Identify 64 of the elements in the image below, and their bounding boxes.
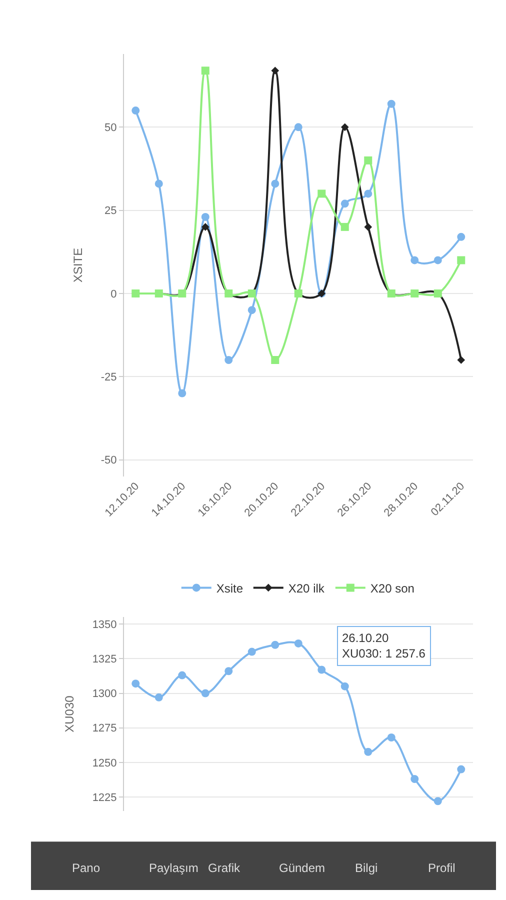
point xyxy=(132,106,140,115)
point xyxy=(224,667,233,676)
point xyxy=(178,671,186,680)
text: Paylaşım xyxy=(149,861,198,875)
point xyxy=(340,222,349,231)
point xyxy=(364,156,372,164)
point xyxy=(410,774,419,783)
point xyxy=(457,356,466,364)
point xyxy=(387,100,396,108)
point xyxy=(387,734,396,742)
point xyxy=(201,223,210,231)
legend-label: X20 ilk xyxy=(288,581,326,596)
point xyxy=(364,223,372,231)
legend-label: Xsite xyxy=(216,581,244,596)
point xyxy=(340,682,349,690)
y-tick-label: 25 xyxy=(104,205,117,218)
text: Profil xyxy=(428,861,456,875)
point xyxy=(457,765,466,774)
legend-label: X20 son xyxy=(370,581,414,596)
y-tick-label: -25 xyxy=(100,371,117,384)
point xyxy=(410,256,419,264)
annotation: 26.10.20 xyxy=(342,631,390,645)
point xyxy=(294,639,302,648)
annotation: XU030: 1 257.6 xyxy=(342,646,426,661)
point xyxy=(364,748,372,756)
point xyxy=(340,200,349,208)
y-axis-title: XU030 xyxy=(62,695,77,732)
point xyxy=(271,66,280,75)
y-tick-label: 1275 xyxy=(92,722,117,735)
point xyxy=(271,640,280,649)
text: Bilgi xyxy=(355,861,378,875)
point xyxy=(340,123,349,132)
point xyxy=(178,389,186,398)
point xyxy=(457,256,466,264)
point xyxy=(224,356,233,364)
y-tick-label: 50 xyxy=(104,122,117,134)
text: Gündem xyxy=(279,861,326,875)
point xyxy=(132,680,140,688)
point xyxy=(364,190,372,198)
point xyxy=(154,180,163,188)
point xyxy=(201,66,210,75)
point xyxy=(154,693,163,702)
point xyxy=(318,666,326,674)
text: Grafik xyxy=(208,861,242,875)
y-tick-label: 1350 xyxy=(92,618,117,631)
text: Pano xyxy=(72,861,100,875)
point xyxy=(271,356,280,364)
point xyxy=(434,256,442,264)
y-tick-label: -50 xyxy=(100,454,117,467)
point xyxy=(318,190,326,198)
y-tick-label: 1250 xyxy=(92,757,117,770)
point xyxy=(248,648,256,656)
point xyxy=(201,212,210,221)
point xyxy=(294,123,302,132)
point xyxy=(457,232,466,241)
point xyxy=(201,689,210,698)
point xyxy=(248,306,256,314)
y-axis-title: XSITE xyxy=(71,248,86,283)
y-tick-label: 0 xyxy=(110,288,117,300)
y-tick-label: 1300 xyxy=(92,688,117,700)
point xyxy=(434,797,442,806)
y-tick-label: 1325 xyxy=(92,654,117,666)
point xyxy=(271,180,280,188)
y-tick-label: 1225 xyxy=(92,792,117,804)
